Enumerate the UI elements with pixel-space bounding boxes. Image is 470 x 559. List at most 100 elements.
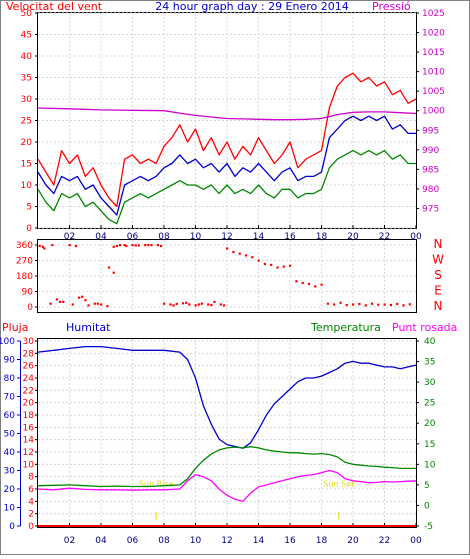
rain-tick-label: 6 [28, 485, 34, 495]
degree-tick-label: 0 [27, 303, 33, 313]
degree-tick-label: 360 [16, 241, 33, 251]
direction-point [333, 303, 336, 306]
pressure-tick-label: 1025 [422, 9, 445, 19]
direction-point [49, 302, 52, 305]
x-tick-label: 10 [190, 536, 202, 546]
direction-point [364, 304, 367, 307]
series-pressure [37, 107, 417, 121]
direction-point [106, 305, 109, 308]
temperature-tick-label: 25 [424, 399, 435, 409]
direction-point [244, 254, 248, 257]
temperature-tick-label: 15 [424, 440, 435, 450]
direction-point [345, 303, 348, 307]
dewpoint-axis-label: Punt rosada [392, 321, 457, 334]
x-tick-label: 04 [95, 536, 107, 546]
direction-point [301, 281, 304, 285]
direction-point [38, 244, 41, 248]
rain-tick-label: 30 [23, 337, 35, 347]
direction-point [222, 304, 226, 307]
humidity-tick-label: 0 [9, 522, 15, 532]
direction-point [68, 244, 71, 247]
direction-point [144, 244, 147, 247]
direction-point [389, 303, 392, 307]
direction-point [339, 301, 342, 304]
direction-point [314, 285, 317, 288]
direction-point [112, 271, 115, 274]
wind-tick-label: 45 [21, 31, 32, 41]
x-tick-label: 14 [253, 536, 265, 546]
direction-point [96, 302, 99, 305]
rain-tick-label: 24 [23, 374, 35, 384]
direction-point [172, 304, 175, 307]
direction-point [123, 244, 126, 247]
x-tick-label: 12 [221, 536, 232, 546]
humidity-tick-label: 30 [4, 467, 16, 477]
direction-point [276, 266, 279, 269]
wind-tick-label: 50 [21, 9, 33, 19]
wind-tick-label: 35 [21, 74, 32, 84]
temperature-tick-label: 5 [424, 481, 430, 491]
pressure-tick-label: 990 [422, 146, 439, 156]
direction-point [181, 302, 185, 305]
rain-tick-label: 22 [23, 386, 34, 396]
wind-tick-label: 40 [21, 52, 33, 62]
direction-point [358, 302, 361, 306]
rain-tick-label: 4 [28, 497, 34, 507]
temperature-tick-label: 35 [424, 358, 435, 368]
series-average [37, 115, 416, 216]
direction-point [197, 303, 200, 306]
sun-label: Sun Rise [139, 480, 174, 489]
direction-point [131, 244, 134, 247]
direction-point [295, 280, 298, 283]
x-tick-label: 16 [284, 536, 296, 546]
temperature-ticks: -5 0 5 10 15 20 25 30 35 40 [416, 337, 436, 532]
x-tick-label: 06 [127, 536, 139, 546]
x-tick-label: 18 [316, 232, 328, 242]
temperature-axis-label: Temperatura [310, 321, 381, 334]
direction-point [137, 244, 140, 247]
compass-label: W [432, 253, 444, 267]
direction-point [169, 303, 172, 306]
pressure-tick-label: 1020 [422, 29, 445, 39]
direction-point [78, 296, 81, 299]
direction-point [352, 303, 355, 306]
direction-point [408, 303, 411, 306]
sun-annotations: Sun Rise Sun Set [139, 480, 354, 520]
direction-point [194, 304, 197, 307]
direction-point [232, 250, 235, 254]
direction-point [370, 302, 374, 305]
temperature-tick-label: 30 [424, 378, 436, 388]
direction-point [383, 303, 386, 306]
direction-point [377, 303, 380, 306]
rain-tick-label: 12 [23, 448, 34, 458]
compass-label: E [434, 284, 442, 298]
pressure-axis-label: Pressió [372, 0, 411, 13]
direction-point [257, 259, 260, 262]
wind-axis-label: Velocitat del vent [6, 0, 103, 13]
direction-point [156, 244, 159, 247]
direction-points [38, 244, 411, 308]
direction-degree-ticks: 0 90 180 270 360 [16, 241, 38, 313]
humidity-tick-label: 80 [4, 374, 16, 384]
direction-point [55, 298, 59, 301]
sun-label: Sun Set [323, 480, 354, 489]
pressure-tick-label: 1015 [422, 48, 445, 58]
direction-point [200, 302, 203, 305]
direction-point [81, 295, 84, 298]
direction-point [41, 245, 44, 248]
x-tick-label: 22 [379, 232, 390, 242]
pressure-tick-label: 995 [422, 126, 439, 136]
x-tick-label: 04 [95, 232, 107, 242]
x-tick-label: 06 [127, 232, 139, 242]
direction-point [51, 244, 54, 247]
direction-point [238, 252, 241, 255]
direction-point [396, 302, 399, 306]
pressure-tick-label: 1010 [422, 68, 445, 78]
direction-point [62, 300, 65, 303]
temperature-tick-label: 0 [424, 501, 430, 511]
wind-series [37, 72, 417, 225]
